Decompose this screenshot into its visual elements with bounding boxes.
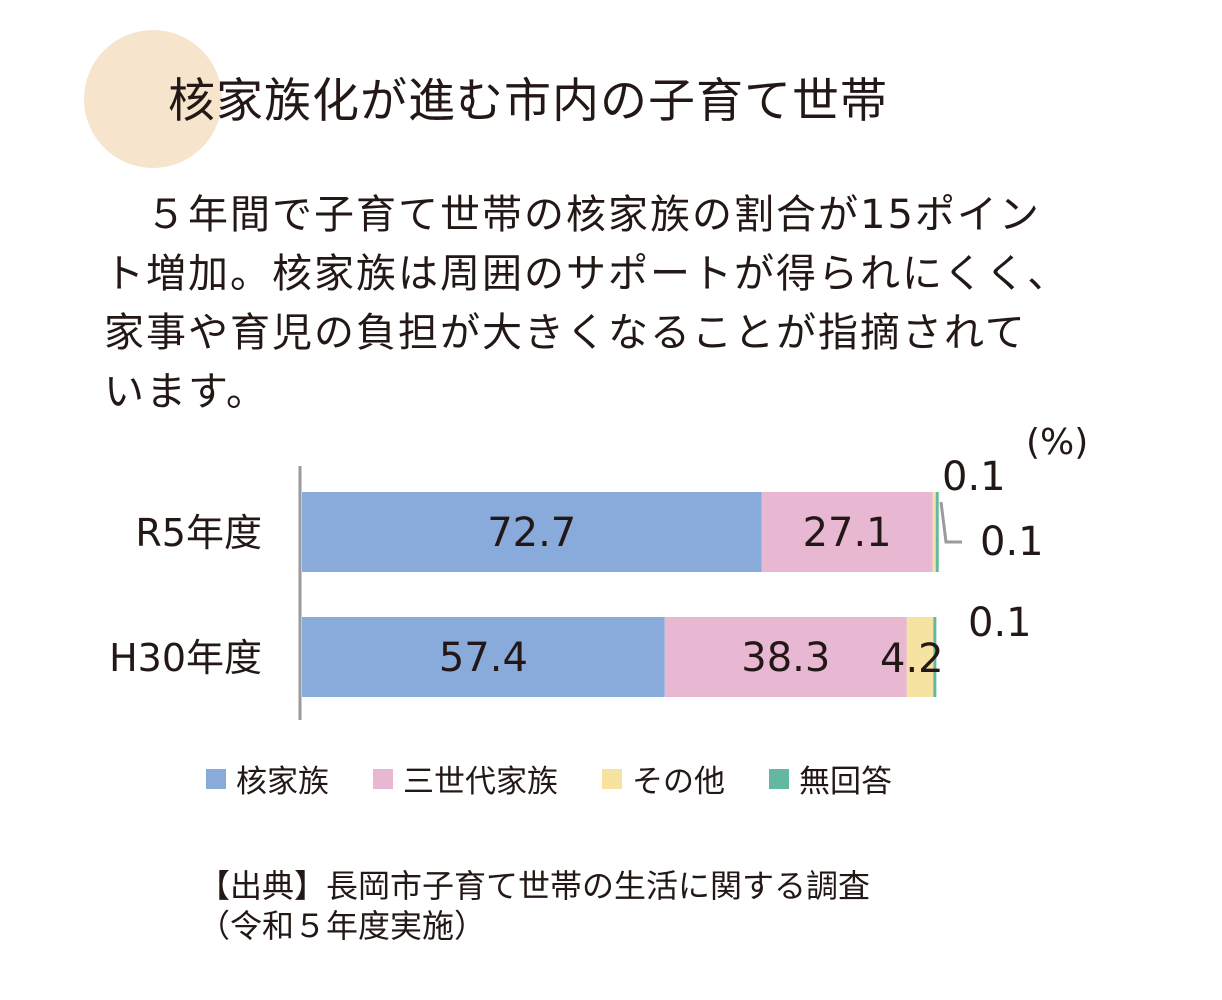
body-line: います。: [104, 369, 268, 415]
bar-segment: [932, 492, 936, 572]
data-label: 38.3: [741, 635, 830, 681]
bar-segment: [935, 492, 939, 572]
data-label: 27.1: [803, 510, 892, 556]
data-label: 0.1: [968, 600, 1032, 646]
legend-label: 三世代家族: [403, 764, 558, 800]
legend-swatch: [602, 768, 622, 789]
source-line-1: 【出典】長岡市子育て世帯の生活に関する調査: [198, 867, 871, 905]
leader-line: [939, 501, 962, 544]
legend-label: 核家族: [236, 764, 329, 800]
legend-swatch: [373, 768, 393, 789]
bar-segment: [302, 492, 762, 572]
legend-swatch: [769, 768, 789, 789]
bar-segment: [933, 617, 937, 697]
chart-legend: 核家族 三世代家族 その他 無回答: [206, 756, 892, 801]
legend-item: 三世代家族: [373, 756, 558, 801]
source-note: 【出典】長岡市子育て世帯の生活に関する調査 （令和５年度実施）: [198, 866, 870, 946]
body-line: ５年間で子育て世帯の核家族の割合が15ポイン: [104, 192, 1041, 238]
page-title: 核家族化が進む市内の子育て世帯: [168, 74, 888, 129]
legend-label: その他: [632, 764, 725, 800]
category-label: H30年度: [109, 636, 262, 680]
bar-segment: [664, 617, 907, 697]
legend-label: 無回答: [799, 764, 892, 800]
data-label: 0.1: [942, 454, 1006, 500]
data-label: 57.4: [439, 635, 528, 681]
bar-segment: [761, 492, 933, 572]
unit-label: (%): [1026, 422, 1089, 463]
data-label: 0.1: [980, 519, 1044, 565]
body-paragraph: ５年間で子育て世帯の核家族の割合が15ポイン ト増加。核家族は周囲のサポートが得…: [104, 186, 1164, 422]
legend-item: 無回答: [769, 756, 892, 801]
legend-item: 核家族: [206, 756, 329, 801]
bar-segment: [906, 617, 934, 697]
legend-swatch: [206, 768, 226, 789]
title-decoration-circle: [84, 30, 222, 168]
bar-segment: [302, 617, 665, 697]
body-line: ト増加。核家族は周囲のサポートが得られにくく、: [104, 251, 1070, 297]
body-line: 家事や育児の負担が大きくなることが指摘されて: [104, 310, 1027, 356]
source-line-2: （令和５年度実施）: [198, 907, 487, 945]
data-label: 4.2: [880, 636, 944, 682]
category-label: R5年度: [135, 511, 262, 555]
legend-item: その他: [602, 756, 725, 801]
data-label: 72.7: [487, 510, 576, 556]
